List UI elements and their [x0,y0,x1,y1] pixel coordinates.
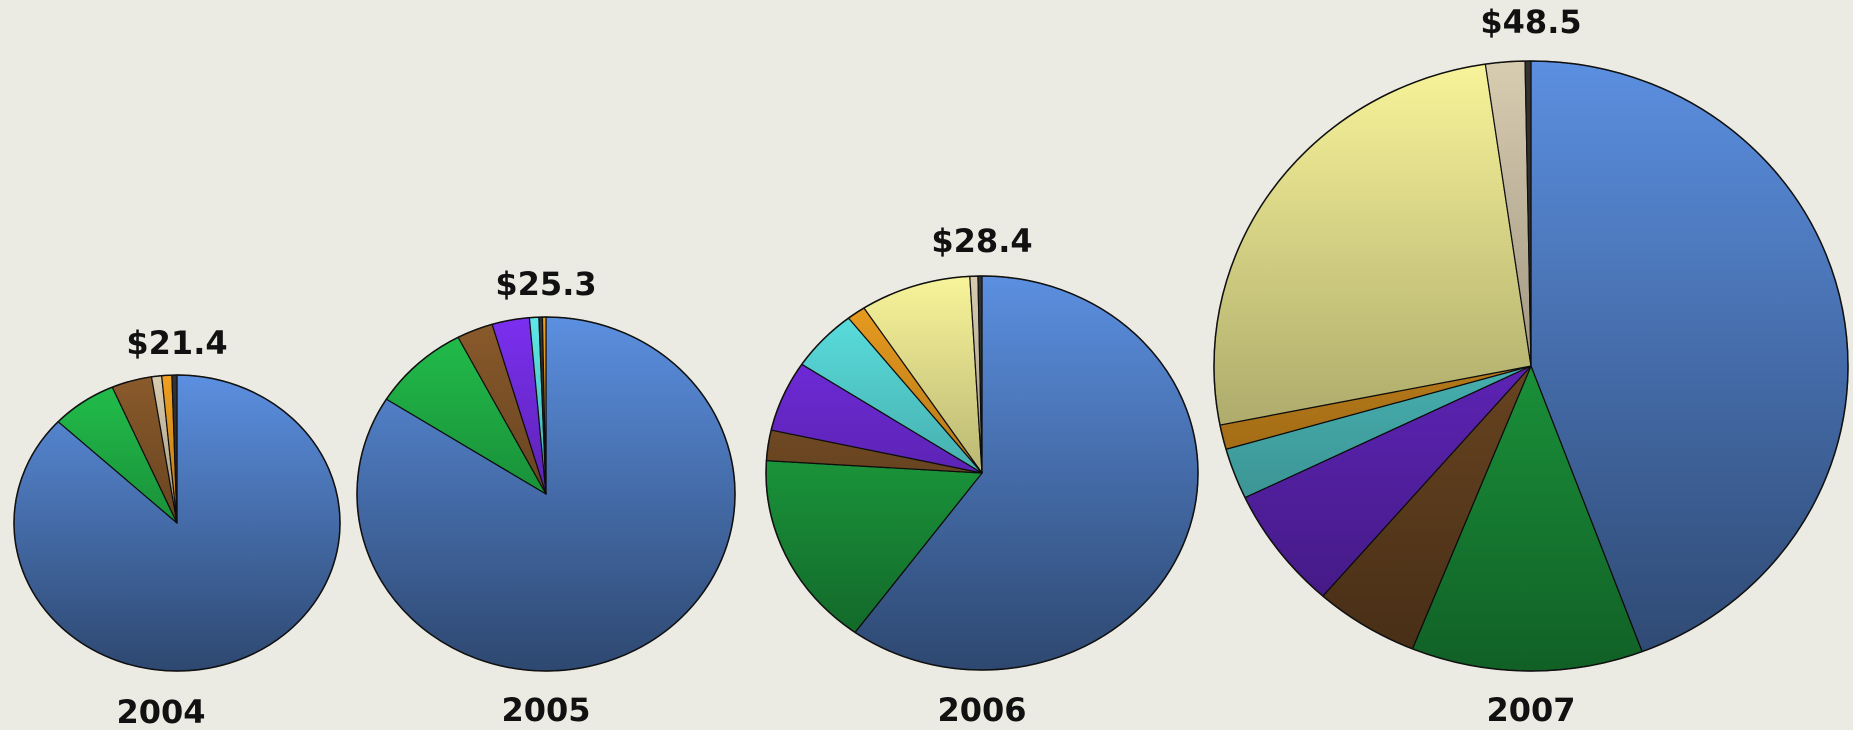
pie-title: $21.4 [126,324,227,362]
pie-label: 2005 [501,691,590,729]
pie-title: $28.4 [931,222,1032,260]
pie-label: 2006 [937,691,1026,729]
pie-label: 2004 [116,693,205,730]
pie-label: 2007 [1486,691,1575,729]
pie-title: $25.3 [495,265,596,303]
pie-title: $48.5 [1480,3,1581,41]
